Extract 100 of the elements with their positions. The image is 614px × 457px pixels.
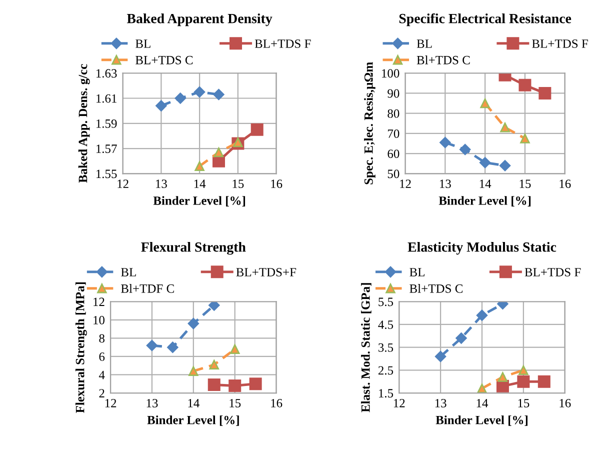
legend-label: Bl+TDS C: [410, 284, 463, 293]
y-tick-label: 1.55: [96, 170, 117, 178]
legend-label: BL: [136, 40, 150, 48]
x-tick-label: 12: [400, 180, 411, 188]
x-tick-label: 15: [232, 180, 244, 188]
y-tick-label: 60: [388, 150, 400, 158]
point: [208, 302, 220, 311]
y-tick-label: 1.5: [379, 389, 394, 398]
point: [188, 366, 198, 376]
x-tick-label: 14: [476, 398, 488, 408]
x-tick-label: 12: [394, 398, 405, 408]
point: [194, 86, 206, 98]
x-tick-label: 15: [230, 398, 241, 408]
legend-label: BL+TDS+F: [236, 268, 296, 276]
point: [498, 372, 508, 382]
point: [517, 375, 530, 388]
point: [194, 161, 204, 171]
point: [250, 123, 264, 136]
point: [167, 342, 178, 353]
chart-title: Flexural Strength: [141, 242, 246, 255]
x-axis-title: Binder Level [%]: [436, 415, 528, 426]
y-tick-label: 6: [99, 352, 105, 361]
point: [209, 360, 219, 370]
chart-title: Baked Apparent Density: [126, 13, 272, 26]
legend-label: BL: [410, 268, 424, 276]
point: [518, 365, 528, 376]
y-tick-label: 1.57: [96, 144, 117, 154]
y-tick-label: 2.5: [378, 366, 394, 375]
y-tick-label: 2: [99, 389, 104, 398]
x-tick-label: 15: [518, 398, 530, 408]
y-tick-label: 4: [98, 370, 105, 380]
x-tick-label: 13: [440, 180, 451, 188]
x-tick-label: 16: [560, 398, 571, 408]
legend-label: BL+TDS C: [136, 56, 193, 64]
point: [518, 78, 532, 92]
legend-label: BL+TDS F: [524, 268, 581, 276]
point: [434, 350, 446, 362]
x-tick-label: 16: [560, 180, 571, 188]
chart-title: Specific Electrical Resistance: [399, 13, 572, 26]
point: [214, 147, 224, 158]
point: [146, 340, 158, 352]
point: [480, 98, 490, 108]
point: [499, 160, 511, 172]
point: [174, 92, 186, 104]
point: [230, 344, 240, 354]
x-axis-title: Binder Level [%]: [147, 415, 239, 426]
y-tick-label: 10: [94, 316, 104, 324]
point: [249, 378, 262, 390]
y-tick-label: 4.5: [378, 320, 394, 329]
point: [476, 310, 488, 321]
y-tick-label: 5.5: [378, 298, 394, 306]
x-axis-title: Binder Level [%]: [153, 196, 246, 206]
point: [500, 122, 510, 132]
point: [479, 156, 491, 168]
x-axis-title: Binder Level [%]: [438, 196, 531, 206]
x-tick-label: 14: [188, 398, 200, 408]
y-axis-title: Elast. Mod. Static [GPa]: [361, 283, 372, 412]
y-tick-label: 1.63: [96, 69, 117, 78]
point: [538, 86, 552, 100]
point: [208, 378, 220, 392]
legend-label: BL: [416, 40, 432, 48]
point: [213, 88, 224, 100]
y-axis-title: Spec. E;lec. Resis,µΩm: [364, 62, 376, 184]
legend-label: BL+TDS F: [254, 40, 311, 48]
legend-label: BL: [121, 268, 136, 276]
point: [188, 318, 200, 330]
point: [477, 384, 487, 394]
x-tick-label: 16: [271, 180, 282, 188]
x-tick-label: 16: [271, 398, 282, 408]
point: [228, 379, 242, 392]
point: [440, 136, 451, 148]
y-tick-label: 80: [388, 109, 400, 118]
chart-title: Elasticity Modulus Static: [408, 242, 556, 255]
legend-label: BL+TDS F: [532, 40, 588, 48]
x-tick-label: 12: [118, 180, 128, 188]
legend-label: Bl+TDF C: [121, 284, 174, 293]
point: [460, 144, 471, 156]
point: [156, 100, 167, 112]
x-tick-label: 13: [146, 398, 158, 408]
y-tick-label: 12: [94, 298, 104, 306]
point: [520, 134, 530, 144]
y-tick-label: 50: [388, 170, 400, 178]
x-tick-label: 14: [480, 180, 492, 188]
legend-label: Bl+TDS C: [416, 56, 470, 64]
y-tick-label: 3.5: [378, 343, 394, 352]
point: [538, 375, 550, 388]
y-tick-label: 1.61: [96, 94, 116, 103]
x-tick-label: 13: [435, 398, 446, 408]
y-axis-title: Flexural Strength [MPa]: [75, 282, 87, 413]
y-tick-label: 70: [388, 129, 400, 138]
y-tick-label: 8: [99, 334, 104, 343]
y-tick-label: 90: [388, 89, 400, 98]
x-tick-label: 14: [194, 180, 206, 188]
x-tick-label: 15: [520, 180, 531, 188]
point: [456, 332, 467, 344]
y-tick-label: 1.59: [96, 119, 117, 128]
point: [233, 137, 243, 148]
x-tick-label: 13: [156, 180, 167, 188]
y-tick-label: 100: [382, 69, 400, 78]
y-axis-title: Baked App. Dens. g/cc: [78, 64, 90, 183]
